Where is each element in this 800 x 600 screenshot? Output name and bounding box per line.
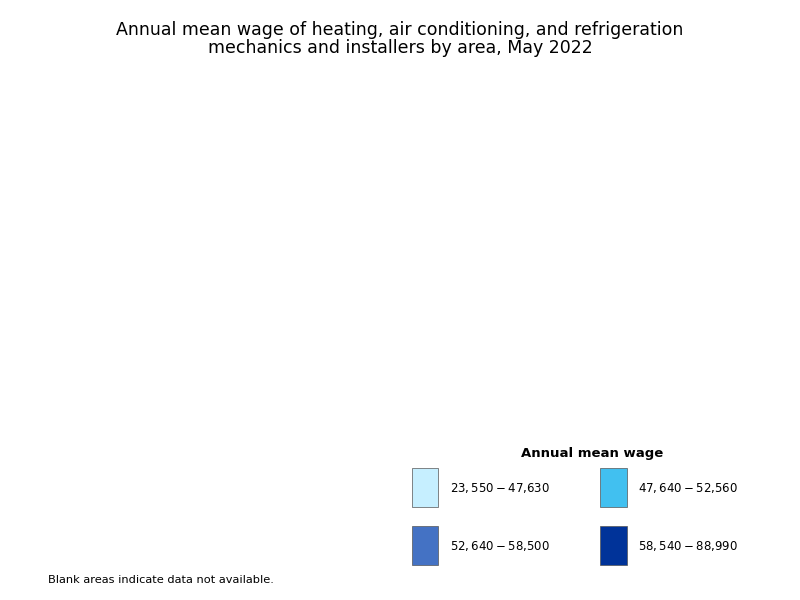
FancyBboxPatch shape [600, 526, 626, 565]
Text: $47,640 - $52,560: $47,640 - $52,560 [638, 481, 738, 494]
Text: Annual mean wage: Annual mean wage [521, 446, 663, 460]
Text: $23,550 - $47,630: $23,550 - $47,630 [450, 481, 550, 494]
Text: $52,640 - $58,500: $52,640 - $58,500 [450, 539, 550, 553]
Text: Blank areas indicate data not available.: Blank areas indicate data not available. [48, 575, 274, 585]
FancyBboxPatch shape [411, 468, 438, 508]
Text: Annual mean wage of heating, air conditioning, and refrigeration: Annual mean wage of heating, air conditi… [116, 21, 684, 39]
Text: mechanics and installers by area, May 2022: mechanics and installers by area, May 20… [208, 39, 592, 57]
FancyBboxPatch shape [411, 526, 438, 565]
Text: $58,540 - $88,990: $58,540 - $88,990 [638, 539, 738, 553]
FancyBboxPatch shape [600, 468, 626, 508]
